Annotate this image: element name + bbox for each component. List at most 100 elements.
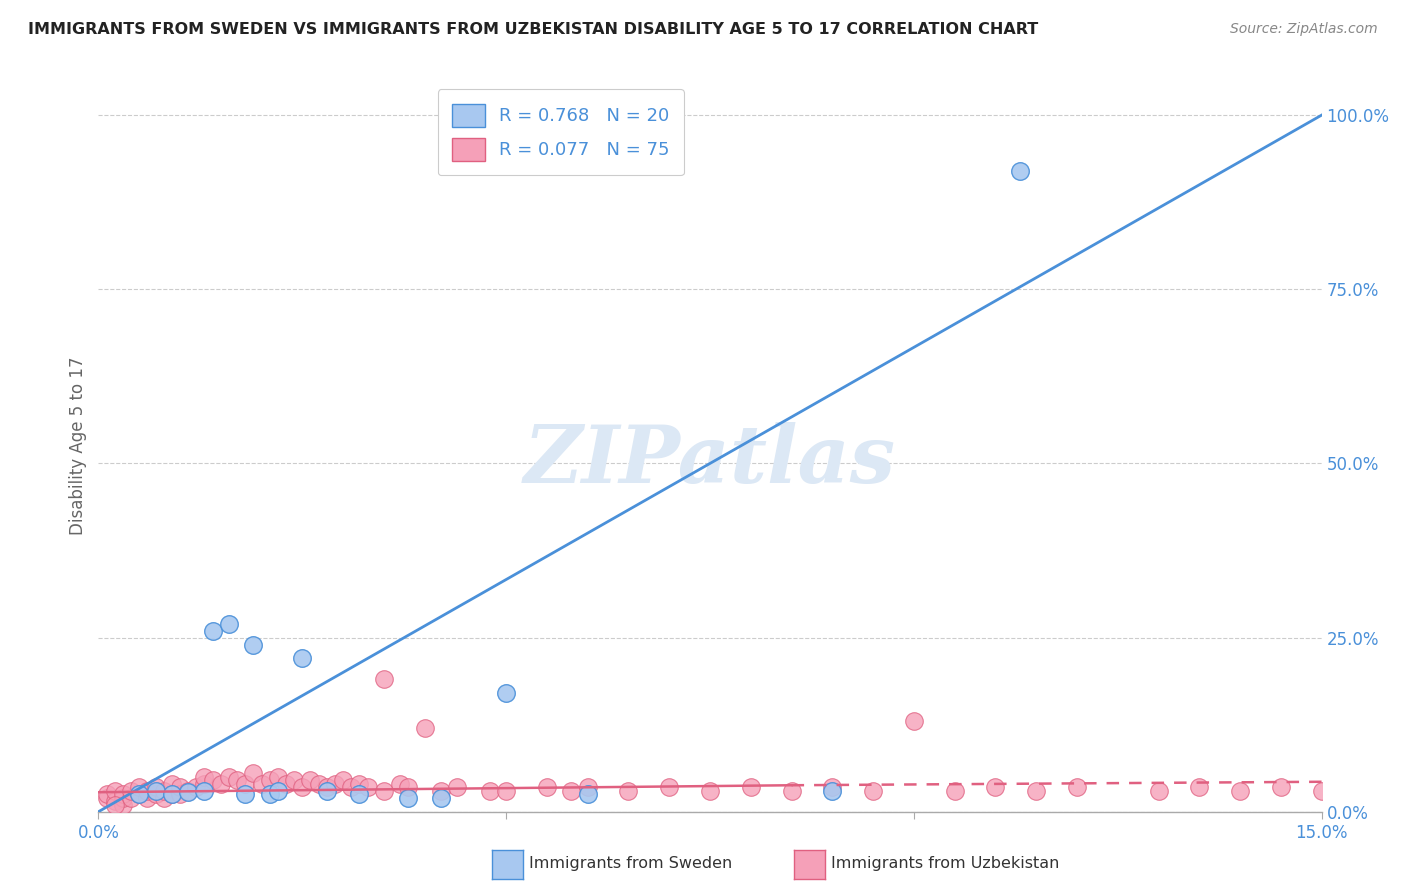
Point — [218, 770, 240, 784]
Point — [111, 797, 134, 812]
Point — [201, 773, 224, 788]
Text: Immigrants from Sweden: Immigrants from Sweden — [529, 856, 733, 871]
Point — [396, 790, 419, 805]
Legend: R = 0.768   N = 20, R = 0.077   N = 75: R = 0.768 N = 20, R = 0.077 N = 75 — [437, 89, 685, 176]
Point — [413, 721, 436, 735]
Point — [283, 773, 305, 788]
Point — [250, 777, 273, 791]
Point — [430, 784, 453, 798]
Point — [1008, 164, 1031, 178]
Point — [1025, 784, 1047, 798]
Point — [658, 780, 681, 795]
Point — [274, 777, 297, 791]
Point — [323, 777, 346, 791]
Point — [259, 773, 281, 788]
Point — [373, 784, 395, 798]
Point — [160, 777, 183, 791]
Point — [576, 780, 599, 795]
Point — [396, 780, 419, 795]
Point — [430, 790, 453, 805]
Point — [169, 787, 191, 801]
Point — [104, 794, 127, 808]
Point — [740, 780, 762, 795]
Point — [226, 773, 249, 788]
Point — [242, 638, 264, 652]
Point — [356, 780, 378, 795]
Point — [201, 624, 224, 638]
Point — [152, 790, 174, 805]
Point — [111, 787, 134, 801]
Point — [1229, 784, 1251, 798]
Point — [136, 784, 159, 798]
Point — [177, 785, 200, 799]
Text: Source: ZipAtlas.com: Source: ZipAtlas.com — [1230, 22, 1378, 37]
Text: IMMIGRANTS FROM SWEDEN VS IMMIGRANTS FROM UZBEKISTAN DISABILITY AGE 5 TO 17 CORR: IMMIGRANTS FROM SWEDEN VS IMMIGRANTS FRO… — [28, 22, 1039, 37]
Point — [128, 787, 150, 801]
Point — [291, 780, 314, 795]
Point — [299, 773, 322, 788]
Point — [120, 790, 142, 805]
Point — [349, 787, 371, 801]
Point — [233, 787, 256, 801]
Point — [308, 777, 330, 791]
Point — [145, 784, 167, 798]
Point — [186, 780, 208, 795]
Point — [821, 780, 844, 795]
Point — [862, 784, 884, 798]
Point — [96, 790, 118, 805]
Point — [943, 784, 966, 798]
Point — [218, 616, 240, 631]
Point — [160, 787, 183, 801]
Point — [193, 784, 215, 798]
Point — [120, 784, 142, 798]
Point — [315, 784, 337, 798]
Point — [104, 784, 127, 798]
Point — [111, 790, 134, 805]
Point — [291, 651, 314, 665]
Point — [233, 777, 256, 791]
Point — [145, 780, 167, 795]
Text: ZIPatlas: ZIPatlas — [524, 422, 896, 500]
Point — [349, 777, 371, 791]
Point — [209, 777, 232, 791]
Point — [1310, 784, 1333, 798]
Point — [315, 780, 337, 795]
Point — [1188, 780, 1211, 795]
Point — [267, 770, 290, 784]
Point — [104, 797, 127, 812]
Point — [177, 784, 200, 798]
Point — [560, 784, 582, 798]
Point — [128, 787, 150, 801]
Point — [1270, 780, 1292, 795]
Point — [169, 780, 191, 795]
Point — [128, 780, 150, 795]
Point — [193, 777, 215, 791]
Point — [340, 780, 363, 795]
Point — [536, 780, 558, 795]
Point — [96, 787, 118, 801]
Point — [373, 673, 395, 687]
Point — [495, 686, 517, 700]
Text: Immigrants from Uzbekistan: Immigrants from Uzbekistan — [831, 856, 1059, 871]
Point — [617, 784, 640, 798]
Point — [389, 777, 412, 791]
Point — [1066, 780, 1088, 795]
Point — [984, 780, 1007, 795]
Point — [145, 787, 167, 801]
Point — [446, 780, 468, 795]
Point — [242, 766, 264, 780]
Point — [152, 784, 174, 798]
Point — [160, 787, 183, 801]
Point — [259, 787, 281, 801]
Point — [821, 784, 844, 798]
Point — [193, 770, 215, 784]
Point — [903, 714, 925, 728]
Point — [780, 784, 803, 798]
Point — [576, 787, 599, 801]
Point — [1147, 784, 1170, 798]
Y-axis label: Disability Age 5 to 17: Disability Age 5 to 17 — [69, 357, 87, 535]
Point — [495, 784, 517, 798]
Point — [136, 790, 159, 805]
Point — [699, 784, 721, 798]
Point — [478, 784, 501, 798]
